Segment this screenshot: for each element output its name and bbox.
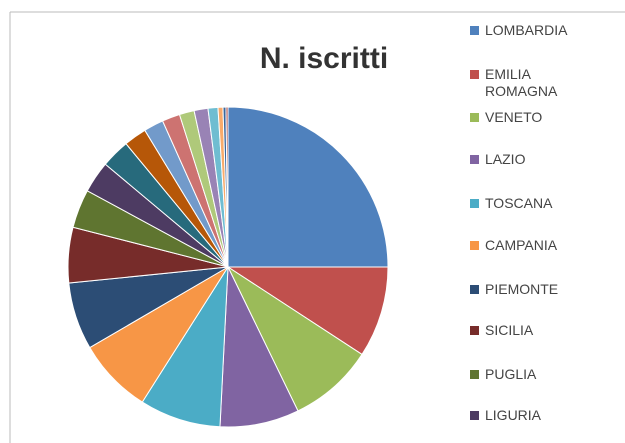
legend-item: EMILIA ROMAGNA (470, 66, 580, 100)
legend-item: LAZIO (470, 151, 580, 168)
legend-swatch (470, 26, 479, 35)
legend-label: LAZIO (485, 151, 526, 167)
legend-swatch (470, 285, 479, 294)
legend-item: VENETO (470, 109, 580, 126)
legend-swatch (470, 199, 479, 208)
legend-label: TOSCANA (485, 195, 553, 211)
legend-swatch (470, 370, 479, 379)
pie-slice (227, 106, 389, 268)
pie-slice (226, 266, 389, 356)
legend-item: LOMBARDIA (470, 22, 580, 39)
legend-swatch (470, 411, 479, 420)
legend-label: SICILIA (485, 322, 534, 338)
legend-label: LOMBARDIA (485, 22, 568, 38)
legend-item: CAMPANIA (470, 237, 580, 254)
legend-label: CAMPANIA (485, 237, 558, 253)
legend-swatch (470, 155, 479, 164)
legend-item: SICILIA (470, 322, 580, 339)
legend-swatch (470, 70, 479, 79)
pie (67, 106, 389, 428)
legend-swatch (470, 241, 479, 250)
legend-item: LIGURIA (470, 407, 580, 424)
legend-item: PUGLIA (470, 366, 580, 383)
legend-label: EMILIA ROMAGNA (485, 66, 558, 99)
legend-item: PIEMONTE (470, 281, 580, 298)
pie-slice (226, 265, 363, 412)
chart-title: N. iscritti (260, 42, 388, 75)
legend-swatch (470, 113, 479, 122)
legend-item: TOSCANA (470, 195, 580, 212)
pie-slice (225, 106, 229, 268)
legend-label: LIGURIA (485, 407, 542, 423)
legend-label: PIEMONTE (485, 281, 559, 297)
legend-label: PUGLIA (485, 366, 537, 382)
legend-swatch (470, 326, 479, 335)
legend-label: VENETO (485, 109, 543, 125)
